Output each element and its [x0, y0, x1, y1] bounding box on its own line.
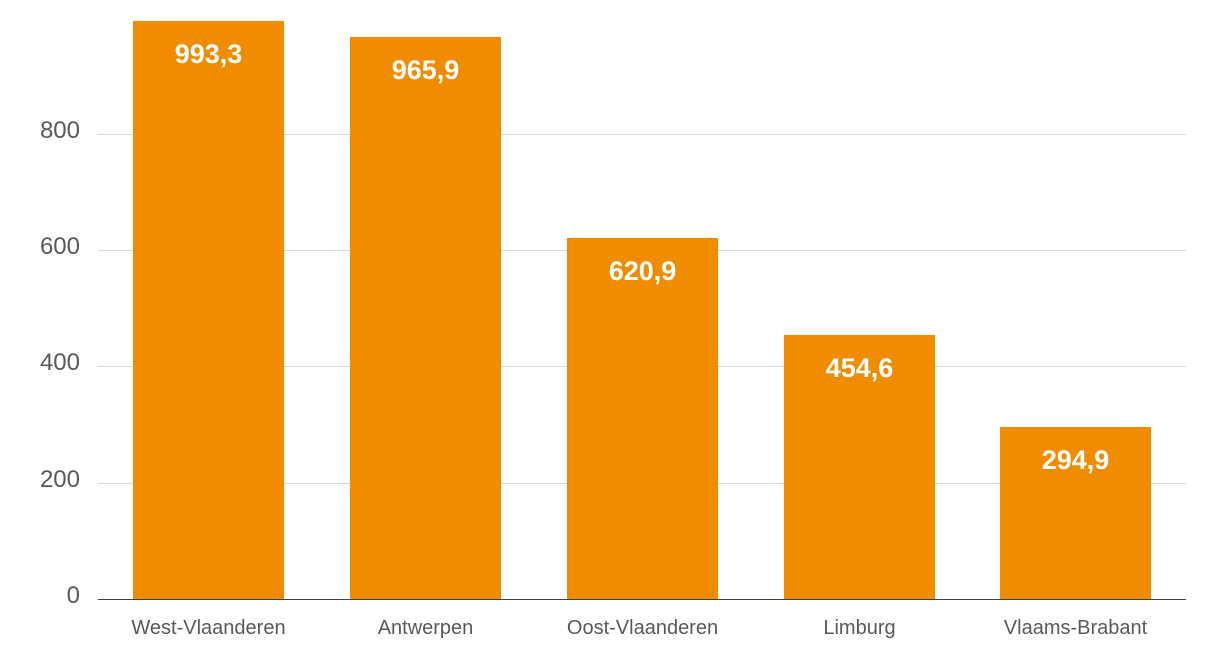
data-label: 993,3	[174, 39, 243, 70]
data-label: 965,9	[391, 55, 460, 86]
bar-antwerpen: 965,9	[350, 37, 501, 599]
data-label: 620,9	[608, 255, 677, 286]
bar-vlaams-brabant: 294,9	[1000, 427, 1151, 599]
bar-west-vlaanderen: 993,3	[133, 21, 284, 599]
y-tick-label: 400	[39, 349, 80, 376]
y-tick-label: 0	[66, 582, 80, 609]
data-label: 294,9	[1041, 445, 1110, 476]
x-tick-label: Limburg	[823, 617, 896, 639]
x-tick-label: Vlaams-Brabant	[1003, 617, 1148, 639]
x-axis-line	[98, 599, 1186, 600]
bar-oost-vlaanderen: 620,9	[567, 237, 718, 599]
y-tick-label: 200	[39, 466, 80, 493]
y-tick-label: 800	[39, 117, 80, 144]
x-tick-label: West-Vlaanderen	[131, 617, 286, 639]
x-tick-label: Oost-Vlaanderen	[566, 617, 719, 639]
y-tick-label: 600	[39, 233, 80, 260]
gridline-800	[98, 134, 1186, 135]
data-label: 454,6	[825, 352, 894, 383]
x-tick-label: Antwerpen	[377, 617, 474, 639]
bar-limburg: 454,6	[784, 334, 935, 599]
